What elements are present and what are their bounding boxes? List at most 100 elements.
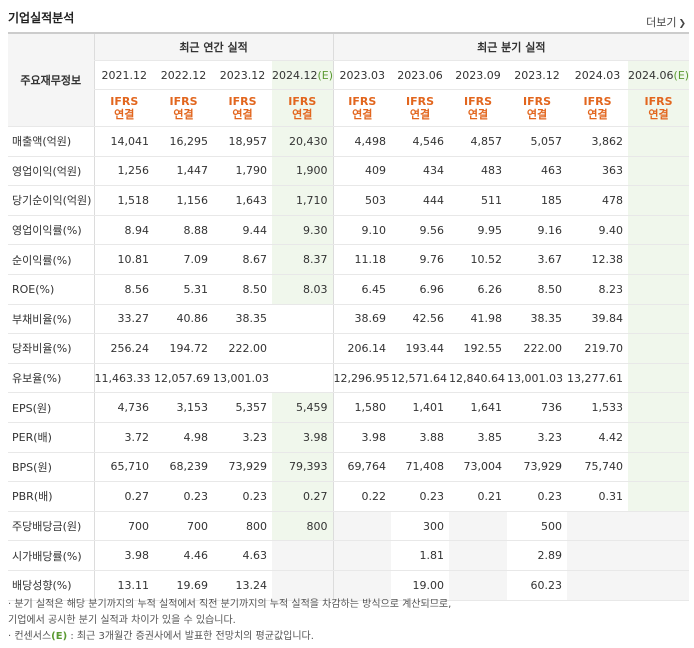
annual-cell: 1,900 — [272, 156, 334, 187]
annual-cell: 700 — [93, 510, 154, 542]
quarter-cell: 3.98 — [332, 422, 392, 453]
quarter-cell: 483 — [449, 156, 508, 187]
table-row: 순이익률(%) 10.81 7.09 8.67 8.37 11.18 9.76 10.52 3.… — [8, 244, 690, 275]
annual-cell: 222.00 — [213, 333, 272, 364]
table-row: 주당배당금(원) 700 700 800 800 300 500 — [8, 510, 690, 542]
ifrs-top: IFRS — [644, 95, 673, 108]
footnote-2: 기업에서 공시한 분기 실적과 차이가 있을 수 있습니다. — [8, 615, 236, 626]
annual-cell: 1,790 — [213, 156, 272, 187]
quarter-cell: 4.42 — [567, 422, 629, 453]
annual-cell: 1,518 — [93, 185, 154, 216]
quarter-cell — [332, 570, 392, 601]
quarter-cell: 60.23 — [507, 570, 568, 601]
section-title: 기업실적분석 — [8, 11, 75, 25]
annual-cell: 3.23 — [213, 422, 272, 453]
annual-cell: 8.56 — [93, 274, 154, 305]
annual-cell: 11,463.33 — [93, 363, 154, 394]
annual-period-1: 2022.12 — [154, 60, 213, 90]
table-row: 매출액(억원) 14,041 16,295 18,957 20,430 4,498 4,54… — [8, 126, 690, 157]
quarter-cell: 219.70 — [567, 333, 629, 364]
quarter-cell — [332, 510, 392, 542]
quarter-cell: 222.00 — [507, 333, 568, 364]
annual-cell: 18,957 — [213, 126, 272, 157]
quarter-cell: 3.85 — [449, 422, 508, 453]
ifrs-label: IFRS 연결 — [449, 89, 508, 127]
quarter-cell: 434 — [391, 156, 450, 187]
quarter-cell — [628, 481, 690, 512]
quarter-cell: 9.56 — [391, 214, 450, 246]
quarter-cell: 192.55 — [449, 333, 508, 364]
ifrs-bottom: 연결 — [173, 108, 194, 121]
annual-period-2: 2023.12 — [213, 60, 272, 90]
quarter-cell — [567, 540, 629, 571]
annual-cell: 79,393 — [272, 452, 334, 483]
quarter-cell: 71,408 — [391, 452, 450, 483]
annual-cell: 800 — [272, 510, 334, 542]
annual-cell — [272, 540, 334, 571]
table-top-border — [8, 32, 689, 34]
quarter-cell: 8.23 — [567, 274, 629, 305]
row-label: 부채비율(%) — [8, 303, 94, 335]
quarter-cell: 13,277.61 — [567, 363, 629, 394]
period-label: 2024.06 — [628, 68, 674, 82]
quarter-cell: 511 — [449, 185, 508, 216]
quarter-cell — [567, 570, 629, 601]
quarter-cell — [628, 392, 690, 423]
annual-cell: 7.09 — [154, 244, 213, 275]
annual-period-3: 2024.12(E) — [272, 60, 333, 90]
quarter-period-3: 2023.12 — [507, 60, 568, 90]
annual-cell: 8.94 — [93, 214, 154, 246]
quarter-cell: 12,840.64 — [449, 363, 508, 394]
annual-cell: 13,001.03 — [213, 363, 272, 394]
annual-cell: 1,156 — [154, 185, 213, 216]
annual-cell: 8.88 — [154, 214, 213, 246]
quarter-period-5: 2024.06(E) — [628, 60, 690, 90]
quarter-cell: 12.38 — [567, 244, 629, 275]
quarter-cell: 3.23 — [507, 422, 568, 453]
period-label: 2022.12 — [160, 68, 207, 82]
annual-cell — [272, 363, 334, 394]
quarter-cell — [628, 452, 690, 483]
quarter-cell — [567, 510, 629, 542]
ifrs-label: IFRS 연결 — [93, 89, 154, 127]
ifrs-label: IFRS 연결 — [154, 89, 213, 127]
quarter-cell: 463 — [507, 156, 568, 187]
annual-cell: 0.27 — [93, 481, 154, 512]
period-label: 2024.03 — [574, 68, 621, 82]
quarter-period-2: 2023.09 — [449, 60, 508, 90]
quarter-period-4: 2024.03 — [567, 60, 629, 90]
ifrs-label: IFRS 연결 — [272, 89, 334, 127]
quarter-cell: 3.88 — [391, 422, 450, 453]
quarter-cell: 38.69 — [332, 303, 392, 335]
quarter-cell: 9.10 — [332, 214, 392, 246]
ifrs-top: IFRS — [406, 95, 435, 108]
quarter-cell: 39.84 — [567, 303, 629, 335]
annual-cell: 73,929 — [213, 452, 272, 483]
quarter-cell — [628, 214, 690, 246]
table-row: BPS(원) 65,710 68,239 73,929 79,393 69,764 71,4… — [8, 452, 690, 483]
row-label: 유보율(%) — [8, 363, 94, 394]
annual-cell: 5,357 — [213, 392, 272, 423]
row-label: 영업이익(억원) — [8, 156, 94, 187]
row-label: 순이익률(%) — [8, 244, 94, 275]
quarter-cell: 1,641 — [449, 392, 508, 423]
ifrs-bottom: 연결 — [352, 108, 373, 121]
quarter-cell: 41.98 — [449, 303, 508, 335]
quarter-cell: 19.00 — [391, 570, 450, 601]
quarter-cell — [628, 244, 690, 275]
more-link[interactable]: 더보기 ❯ — [646, 14, 686, 30]
quarter-cell: 8.50 — [507, 274, 568, 305]
quarter-cell: 38.35 — [507, 303, 568, 335]
quarter-cell: 1,533 — [567, 392, 629, 423]
ifrs-top: IFRS — [583, 95, 612, 108]
annual-cell: 0.27 — [272, 481, 334, 512]
estimate-mark: (E) — [673, 68, 690, 82]
annual-cell: 14,041 — [93, 126, 154, 157]
quarter-group-header: 최근 분기 실적 — [332, 34, 690, 61]
quarter-cell — [628, 156, 690, 187]
annual-cell: 40.86 — [154, 303, 213, 335]
quarter-cell: 2.89 — [507, 540, 568, 571]
row-label: ROE(%) — [8, 274, 94, 305]
quarter-cell — [628, 540, 690, 571]
quarter-cell: 73,929 — [507, 452, 568, 483]
